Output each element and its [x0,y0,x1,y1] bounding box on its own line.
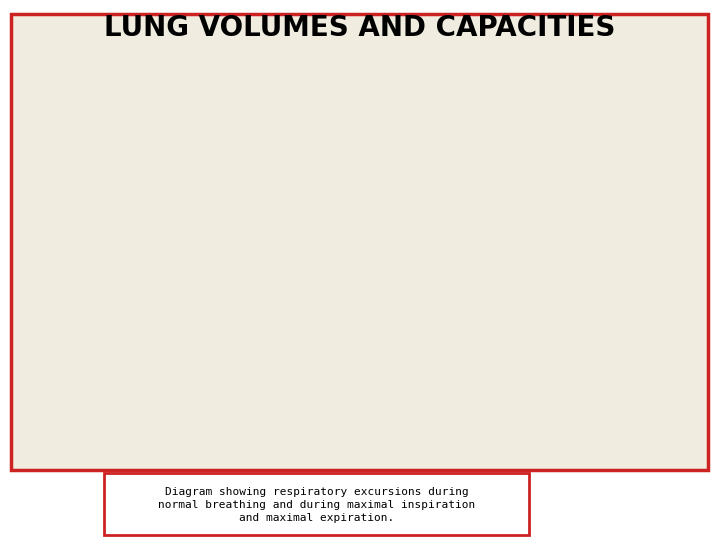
Text: Inspiration: Inspiration [369,58,431,71]
Text: Total lung
capacity: Total lung capacity [591,184,642,205]
Y-axis label: Lung volume (ml): Lung volume (ml) [60,191,73,295]
Text: Functional
residual
capacity: Functional residual capacity [550,342,604,375]
Text: LUNG VOLUMES AND CAPACITIES: LUNG VOLUMES AND CAPACITIES [104,14,616,42]
Text: Inspiratory
reserve
volume: Inspiratory reserve volume [158,177,215,210]
Text: Residual
volume: Residual volume [217,400,261,422]
X-axis label: Time: Time [372,440,406,453]
Bar [112,392,666,435]
Bar [112,51,666,91]
Text: Diagram showing respiratory excursions during
normal breathing and during maxima: Diagram showing respiratory excursions d… [158,487,475,523]
Text: Inspiratory
capacity: Inspiratory capacity [433,190,489,212]
Text: Expiratory
reserve volume: Expiratory reserve volume [217,318,298,340]
Text: Tidal
volume: Tidal volume [400,263,438,285]
Text: Expiration: Expiration [370,408,430,421]
Text: Vital
capacity: Vital capacity [497,204,541,225]
